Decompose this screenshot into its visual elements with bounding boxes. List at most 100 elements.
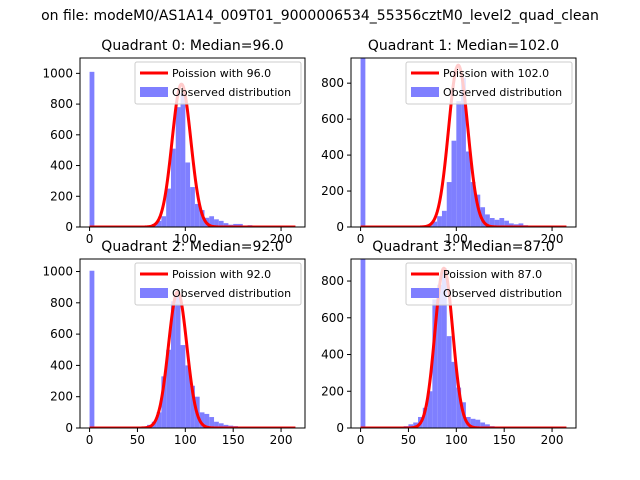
histogram-bar: [180, 345, 186, 428]
histogram-bar: [422, 407, 428, 428]
poisson-fit-line: [88, 82, 297, 227]
legend-box: [134, 61, 302, 105]
y-tick-label: 1000: [42, 265, 73, 279]
y-tick-label: 800: [50, 296, 73, 310]
y-tick-label: 400: [50, 358, 73, 372]
histogram-bar: [437, 216, 442, 227]
y-tick-label: 600: [50, 327, 73, 341]
histogram-bar: [456, 387, 462, 428]
y-tick-label: 600: [321, 112, 344, 126]
histogram-bar: [360, 259, 366, 428]
y-tick-label: 800: [321, 274, 344, 288]
panel-title: Quadrant 0: Median=96.0: [101, 38, 283, 54]
x-tick-label: 0: [357, 232, 365, 246]
axes-frame: [350, 57, 577, 228]
y-tick-label: 600: [321, 311, 344, 325]
histogram-bar: [190, 187, 195, 227]
histogram-bar: [432, 299, 438, 428]
quadrant-panel: 0 100 200 0 200 400 600 800 1000 Quadrant 0: Medi…: [42, 38, 306, 246]
y-tick-label: 800: [50, 97, 73, 111]
histogram-bar: [199, 210, 205, 227]
histogram-bar: [161, 376, 167, 428]
histogram-bar: [413, 422, 419, 428]
figure-suptitle: on file: modeM0/AS1A14_009T01_9000006534…: [41, 8, 599, 24]
panel-title: Quadrant 1: Median=102.0: [368, 38, 559, 54]
histogram-bar: [456, 101, 462, 227]
legend-histogram-label: Observed distribution: [443, 86, 562, 99]
histogram-bar: [204, 413, 210, 428]
panel-title: Quadrant 3: Median=87.0: [372, 239, 554, 255]
histogram-bar: [360, 58, 366, 227]
histogram-bar: [451, 361, 457, 428]
histogram-bar: [233, 223, 238, 227]
histogram-bars: [360, 259, 509, 428]
fit-line-group: [88, 290, 297, 428]
y-tick-label: 400: [321, 148, 344, 162]
histogram-bar: [485, 424, 490, 428]
histogram-bar: [166, 349, 171, 428]
fit-line-group: [88, 82, 297, 227]
poisson-fit-line: [359, 266, 568, 428]
histogram-bar: [170, 148, 176, 227]
legend: Poission with 92.0 Observed distribution: [134, 262, 302, 306]
legend-histogram-label: Observed distribution: [172, 86, 291, 99]
x-tick-label: 150: [222, 433, 245, 447]
histogram-bar: [446, 336, 452, 428]
quadrant-panel: 0 100 200 0 200 400 600 800 Quadrant 1: Median=1…: [321, 38, 577, 246]
histogram-bar: [218, 220, 224, 227]
histogram-bar: [408, 424, 414, 428]
x-tick-label: 0: [86, 433, 94, 447]
x-tick-label: 100: [445, 232, 468, 246]
legend: Poission with 87.0 Observed distribution: [405, 262, 573, 306]
histogram-bar: [223, 223, 229, 227]
histogram-bar: [89, 270, 95, 428]
histogram-bar: [441, 210, 447, 227]
histogram-bar: [470, 182, 476, 227]
histogram-bar: [489, 218, 495, 227]
histogram-bar: [209, 216, 215, 227]
panels: 0 100 200 0 200 400 600 800 1000 Quadrant 0: Medi…: [42, 38, 577, 447]
histogram-bar: [432, 221, 438, 227]
legend-box: [405, 262, 573, 306]
axes-frame: [350, 258, 577, 429]
histogram-bar: [185, 162, 191, 227]
y-tick-label: 200: [50, 390, 73, 404]
legend-fit-label: Poission with 102.0: [443, 67, 549, 80]
histogram-bar: [209, 417, 215, 428]
x-tick-label: 200: [541, 433, 564, 447]
y-tick-label: 1000: [42, 66, 73, 80]
panel-title: Quadrant 2: Median=92.0: [101, 239, 283, 255]
histogram-bar: [161, 216, 167, 227]
axes-frame: [79, 258, 306, 429]
histogram-bar: [437, 284, 442, 428]
histogram-bar: [194, 203, 200, 227]
histogram-bar: [499, 218, 505, 227]
x-tick-label: 50: [401, 433, 416, 447]
y-tick-label: 200: [50, 189, 73, 203]
quadrant-panel: 0 50 100 150 200 0 200 400 600 800 Quadrant 3: Med…: [321, 239, 577, 447]
histogram-bar: [214, 421, 219, 428]
axes-frame: [79, 57, 306, 228]
histogram-bar: [441, 268, 447, 428]
histogram-bars: [360, 58, 538, 227]
legend-box: [405, 61, 573, 105]
histogram-bar: [485, 214, 490, 227]
legend-box: [134, 262, 302, 306]
x-tick-label: 50: [130, 433, 145, 447]
histogram-bar: [504, 220, 509, 227]
histogram-bar: [175, 107, 181, 227]
legend-histogram-label: Observed distribution: [172, 287, 291, 300]
x-tick-label: 0: [357, 433, 365, 447]
legend-fit-label: Poission with 96.0: [172, 67, 271, 80]
y-tick-label: 200: [321, 184, 344, 198]
fit-line-group: [359, 266, 568, 428]
histogram-bar: [518, 223, 524, 227]
x-tick-label: 200: [270, 433, 293, 447]
histogram-bar: [175, 296, 181, 428]
histogram-bar: [89, 71, 95, 227]
y-tick-label: 400: [321, 348, 344, 362]
histogram-bar: [223, 424, 229, 428]
legend-histogram-label: Observed distribution: [443, 287, 562, 300]
legend-histogram-swatch: [140, 87, 168, 97]
